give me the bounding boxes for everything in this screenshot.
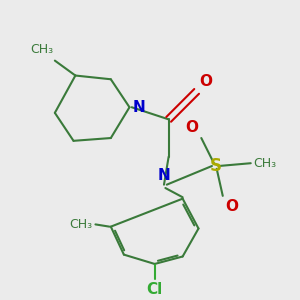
Text: CH₃: CH₃ [253,157,276,170]
Text: O: O [185,120,199,135]
Text: S: S [209,157,221,175]
Text: CH₃: CH₃ [30,44,53,56]
Text: N: N [133,100,146,115]
Text: Cl: Cl [146,282,163,297]
Text: N: N [158,168,170,183]
Text: CH₃: CH₃ [70,218,93,231]
Text: O: O [226,199,238,214]
Text: O: O [199,74,212,89]
